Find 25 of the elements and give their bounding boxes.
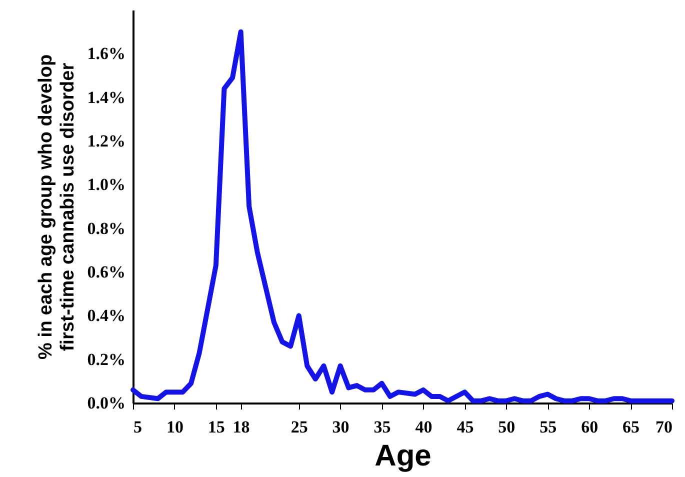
x-tick-label: 65 [622, 418, 640, 436]
y-tick-label: 0.4% [87, 306, 126, 326]
y-tick-label: 0.8% [87, 218, 126, 238]
x-tick-label: 70 [656, 418, 672, 436]
x-tick-label: 50 [498, 418, 516, 436]
y-tick-label: 0.6% [87, 262, 126, 282]
x-tick-label: 45 [456, 418, 474, 436]
x-tick-label: 10 [166, 418, 184, 436]
x-tick-label: 5 [134, 418, 142, 436]
x-tick-label: 15 [208, 418, 225, 436]
x-tick-label: 60 [581, 418, 598, 436]
x-tick-label: 35 [374, 418, 391, 436]
y-tick-label: 1.0% [87, 175, 126, 194]
x-axis-title: Age [374, 440, 432, 472]
y-tick-label: 1.2% [87, 132, 126, 150]
y-tick-label: 0.2% [87, 350, 126, 369]
x-tick-label: 18 [232, 418, 250, 436]
x-tick-label: 55 [540, 418, 557, 436]
x-tick-label: 25 [290, 418, 308, 436]
y-tick-label: 1.6% [87, 44, 126, 64]
x-tick-label: 40 [415, 418, 432, 436]
y-tick-label: 0.0% [87, 394, 126, 412]
y-tick-label: 1.4% [87, 88, 126, 107]
y-axis-title: % in each age group who develop first-time cannabis use disorder [35, 54, 78, 360]
x-tick-label: 30 [332, 418, 350, 436]
